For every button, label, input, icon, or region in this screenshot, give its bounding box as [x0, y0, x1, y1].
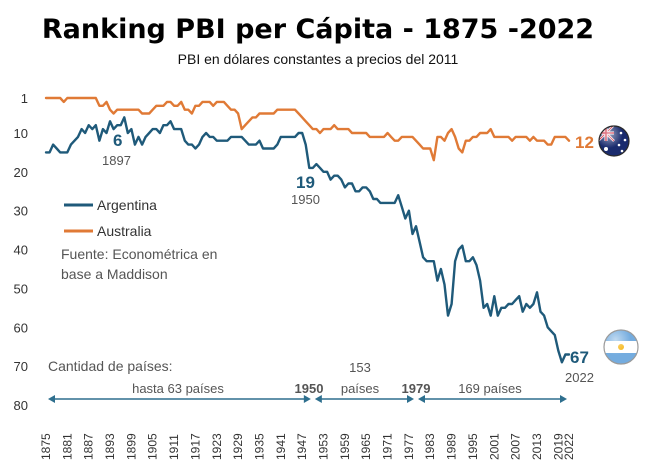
x-tick-label: 1935 [252, 433, 266, 460]
x-tick-label: 1947 [295, 433, 309, 460]
y-tick-label: 30 [14, 204, 28, 219]
y-tick-label: 60 [14, 320, 28, 335]
series-line-argentina [44, 116, 571, 364]
periods: Cantidad de países: hasta 63 países 1950… [48, 358, 567, 403]
y-tick-label: 20 [14, 165, 28, 180]
callout-year-1950: 1950 [291, 192, 320, 207]
x-tick-label: 1971 [381, 433, 395, 460]
legend: Argentina Australia [64, 197, 157, 239]
x-tick-label: 1977 [402, 433, 416, 460]
x-axis: 1875 1881 1887 1893 1899 1905 1911 1917 1923 1929… [39, 433, 576, 460]
x-tick-label: 1965 [359, 433, 373, 460]
source-note-line-2: base a Maddison [61, 266, 168, 282]
x-tick-label: 1899 [124, 433, 138, 460]
period-arrows [48, 395, 567, 403]
period-end-1979: 1979 [402, 381, 431, 396]
x-tick-label: 1911 [167, 434, 181, 460]
x-tick-label: 1875 [39, 433, 53, 460]
x-tick-label: 1959 [338, 433, 352, 460]
period-arrow-head-right [407, 395, 415, 403]
period-label-2b: países [341, 381, 380, 396]
callout-value-australia: 12 [575, 133, 594, 152]
y-tick-label: 70 [14, 359, 28, 374]
x-tick-label: 2019 [551, 433, 565, 460]
callout-value-1897: 6 [113, 131, 122, 150]
argentina-flag-icon [603, 329, 639, 365]
australia-flag-icon [598, 125, 630, 157]
series-line-australia [44, 96, 571, 162]
series-layer [44, 96, 571, 364]
y-axis: 1 10 20 30 40 50 60 70 80 [14, 91, 28, 413]
period-arrow-head-right [560, 395, 567, 403]
period-arrow-head-left [48, 395, 55, 403]
callout-value-2022: 67 [570, 348, 589, 367]
callout-year-1897: 1897 [102, 153, 131, 168]
x-tick-label: 1983 [423, 433, 437, 460]
y-tick-label: 50 [14, 281, 28, 296]
period-label-3: 169 países [458, 381, 522, 396]
legend-label-australia: Australia [97, 223, 152, 239]
x-tick-label: 1953 [317, 433, 331, 460]
y-tick-label: 10 [14, 126, 28, 141]
legend-label-argentina: Argentina [97, 197, 157, 213]
x-tick-label: 1893 [103, 433, 117, 460]
x-tick-label: 1989 [445, 433, 459, 460]
x-tick-label: 1905 [146, 433, 160, 460]
callout-value-1950: 19 [296, 173, 315, 192]
chart-subtitle: PBI en dólares constantes a precios del … [178, 51, 459, 67]
period-arrow-head-left [314, 395, 322, 403]
y-tick-label: 40 [14, 243, 28, 258]
periods-heading: Cantidad de países: [48, 358, 173, 374]
x-tick-label: 1929 [231, 433, 245, 460]
x-tick-label: 2007 [509, 433, 523, 460]
y-tick-label: 1 [21, 91, 28, 106]
period-arrow-head-left [418, 395, 426, 403]
period-arrow-head-right [303, 395, 311, 403]
x-tick-label: 2022 [562, 433, 576, 460]
period-label-2a: 153 [349, 360, 371, 375]
x-tick-label: 1923 [210, 433, 224, 460]
period-end-1950: 1950 [295, 381, 324, 396]
x-tick-label: 2001 [487, 433, 501, 460]
x-tick-label: 1887 [82, 433, 96, 460]
chart-title: Ranking PBI per Cápita - 1875 -2022 [42, 14, 594, 45]
y-tick-label: 80 [14, 398, 28, 413]
x-tick-label: 2013 [530, 433, 544, 460]
x-tick-label: 1995 [466, 433, 480, 460]
x-tick-label: 1881 [60, 433, 74, 460]
period-label-1: hasta 63 países [132, 381, 224, 396]
x-tick-label: 1941 [274, 433, 288, 460]
source-note-line-1: Fuente: Econométrica en [61, 246, 217, 262]
x-tick-label: 1917 [188, 433, 202, 460]
callout-year-2022: 2022 [565, 370, 594, 385]
